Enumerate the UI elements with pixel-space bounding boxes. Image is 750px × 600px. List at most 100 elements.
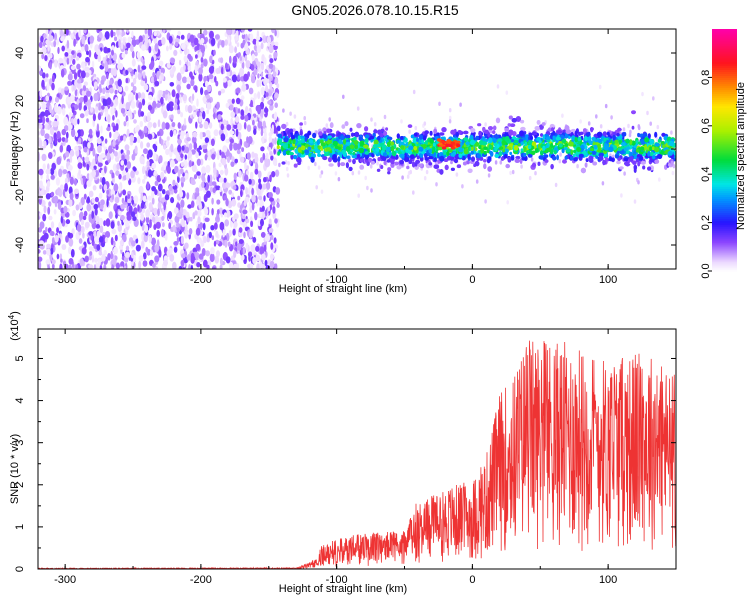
heatmap-cell	[299, 122, 303, 126]
heatmap-cell	[125, 115, 129, 123]
heatmap-cell	[100, 199, 105, 206]
heatmap-cell	[38, 118, 43, 123]
heatmap-cell	[67, 73, 73, 81]
heatmap-cell	[234, 115, 240, 123]
heatmap-cell	[241, 83, 247, 92]
heatmap-cell	[184, 172, 189, 180]
heatmap-cell	[554, 182, 558, 188]
heatmap-cell	[115, 170, 120, 176]
heatmap-cell	[470, 127, 476, 133]
heatmap-cell	[260, 146, 265, 152]
heatmap-cell	[133, 195, 139, 204]
heatmap-cell	[131, 199, 135, 205]
heatmap-cell	[68, 124, 73, 130]
heatmap-cell	[608, 157, 614, 162]
heatmap-cell	[122, 169, 127, 176]
heatmap-cell	[633, 199, 637, 204]
heatmap-cell	[140, 80, 145, 87]
heatmap-cell	[222, 229, 226, 238]
heatmap-cell	[90, 107, 94, 113]
heatmap-cell	[86, 50, 89, 56]
heatmap-cell	[56, 106, 62, 115]
heatmap-cell	[131, 30, 134, 38]
heatmap-cell	[247, 187, 251, 196]
heatmap-cell	[582, 150, 587, 156]
heatmap-cell	[250, 220, 254, 227]
heatmap-cell	[219, 149, 222, 156]
heatmap-cell	[398, 151, 403, 155]
heatmap-cell	[86, 90, 92, 97]
heatmap-cell	[275, 169, 280, 177]
heatmap-cell	[270, 155, 274, 161]
heatmap-cell	[147, 133, 153, 139]
heatmap-cell	[81, 46, 85, 52]
heatmap-cell	[164, 93, 168, 101]
heatmap-cell	[520, 126, 526, 131]
heatmap-cell	[91, 60, 95, 69]
heatmap-cell	[185, 211, 190, 219]
heatmap-cell	[325, 123, 329, 128]
heatmap-cell	[146, 142, 151, 148]
heatmap-cell	[147, 29, 153, 37]
heatmap-cell	[398, 156, 402, 161]
heatmap-cell	[166, 29, 172, 32]
heatmap-cell	[56, 130, 61, 140]
heatmap-cell	[198, 201, 202, 209]
heatmap-cell	[263, 195, 266, 202]
heatmap-cell	[139, 120, 143, 128]
heatmap-cell	[184, 230, 189, 239]
heatmap-cell	[188, 143, 193, 151]
heatmap-cell	[161, 121, 166, 130]
heatmap-cell	[109, 87, 114, 94]
heatmap-cell	[327, 157, 332, 163]
heatmap-cell	[254, 211, 258, 221]
heatmap-cell	[346, 155, 351, 160]
heatmap-cell	[174, 215, 180, 223]
heatmap-cell	[204, 137, 210, 144]
heatmap-cell	[189, 216, 193, 222]
heatmap-cell	[414, 162, 418, 167]
heatmap-cell	[303, 116, 307, 121]
heatmap-cell	[225, 102, 230, 109]
heatmap-cell	[412, 89, 416, 95]
heatmap-cell	[530, 157, 534, 162]
heatmap-cell	[113, 151, 118, 157]
heatmap-cell	[198, 73, 203, 82]
heatmap-cell	[130, 82, 135, 87]
heatmap-cell	[101, 253, 106, 262]
heatmap-cell	[67, 96, 71, 105]
heatmap-cell	[120, 42, 124, 50]
heatmap-cell	[167, 211, 173, 220]
heatmap-cell	[156, 229, 160, 238]
heatmap-cell	[134, 145, 138, 154]
heatmap-cell	[637, 161, 641, 167]
heatmap-cell	[202, 110, 206, 120]
heatmap-cell	[200, 87, 204, 96]
heatmap-cell	[227, 98, 233, 104]
heatmap-cell	[124, 144, 130, 151]
heatmap-cell	[45, 117, 50, 123]
heatmap-cell	[435, 182, 438, 187]
heatmap-cell	[173, 207, 179, 215]
heatmap-cell	[70, 65, 76, 71]
heatmap-cell	[205, 80, 209, 88]
heatmap-cell	[169, 129, 174, 138]
heatmap-cell	[307, 146, 312, 151]
heatmap-cell	[171, 121, 176, 128]
heatmap-cell	[120, 107, 126, 114]
heatmap-cell	[235, 97, 241, 105]
heatmap-cell	[64, 137, 69, 143]
heatmap-cell	[351, 154, 357, 159]
heatmap-cell	[129, 112, 133, 120]
heatmap-cell	[67, 80, 72, 86]
heatmap-cell	[113, 31, 116, 37]
heatmap-cell	[287, 143, 291, 149]
heatmap-cell	[207, 150, 211, 157]
heatmap-cell	[100, 79, 105, 85]
heatmap-cell	[113, 132, 118, 140]
heatmap-cell	[120, 160, 124, 166]
heatmap-cell	[52, 120, 59, 128]
heatmap-cell	[406, 165, 410, 170]
heatmap-cell	[196, 199, 199, 205]
heatmap-cell	[103, 46, 108, 54]
